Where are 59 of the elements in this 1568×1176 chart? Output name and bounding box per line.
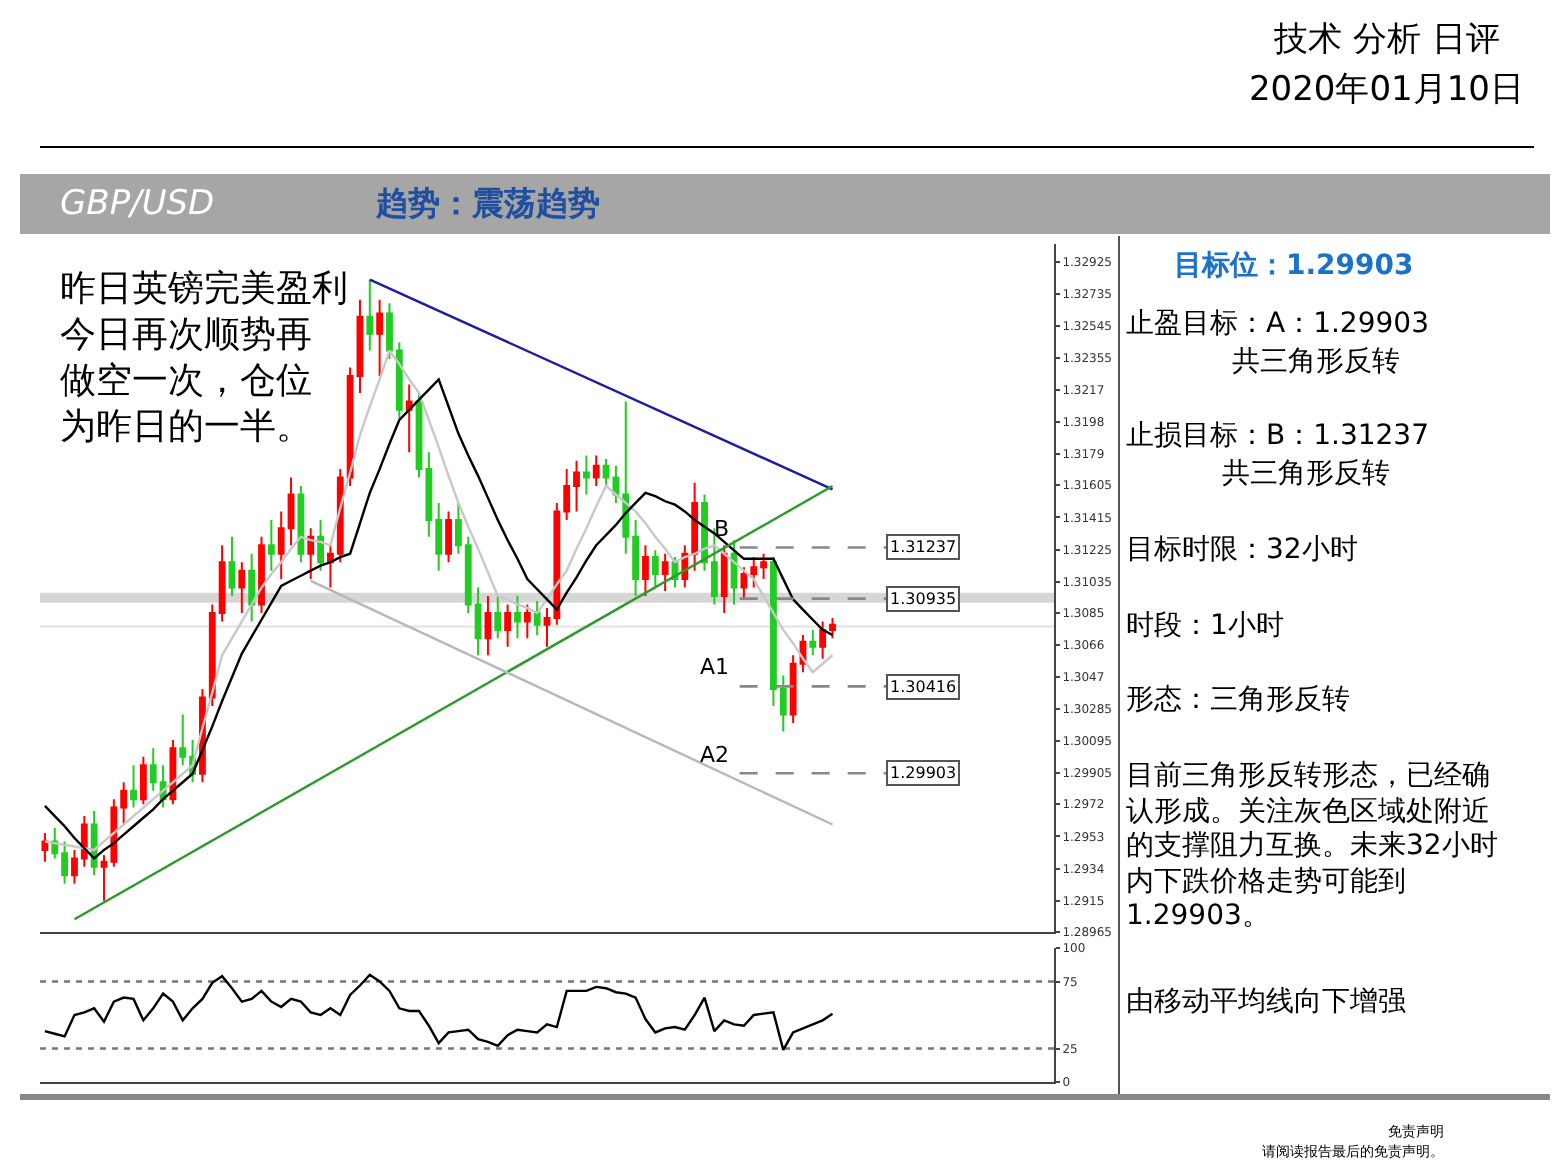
ref-line-label: A2 [700, 742, 730, 768]
candlestick [809, 628, 817, 657]
candlestick [297, 485, 305, 564]
text: 止损目标：B：1.31237 [1126, 418, 1429, 454]
candlestick [130, 764, 137, 809]
text: 1.31237 [890, 538, 957, 556]
candlestick [642, 544, 649, 598]
candlestick [592, 454, 600, 488]
candlestick [504, 603, 512, 648]
text: 1.30935 [890, 590, 957, 608]
text: 共三角形反转 [1232, 344, 1400, 380]
candlestick [720, 544, 728, 614]
ref-line-label: B [714, 516, 730, 542]
candlestick [307, 527, 315, 581]
text: 共三角形反转 [1222, 456, 1390, 492]
text: 2020年01月10日 [1248, 68, 1524, 112]
text: 内下跌价格走势可能到 [1126, 864, 1406, 900]
candlestick [139, 755, 147, 806]
text: 时段：1小时 [1126, 608, 1284, 644]
candlestick [651, 549, 659, 589]
text: 1.29903。 [1126, 898, 1270, 934]
candlestick [267, 518, 275, 572]
text: 1.29903 [890, 764, 957, 782]
candlestick [514, 595, 521, 640]
candlestick [238, 561, 246, 614]
text: 技术 分析 日评 [1274, 18, 1500, 62]
candlestick [494, 595, 502, 640]
candlestick [248, 552, 256, 623]
chart-title: GBP/USD [60, 184, 215, 224]
candlestick [661, 552, 669, 592]
ref-line-label: A1 [700, 654, 730, 680]
candlestick [317, 518, 324, 572]
text: 止盈目标：A：1.29903 [1126, 306, 1429, 342]
candlestick [602, 457, 610, 488]
text: 由移动平均线向下增强 [1126, 984, 1406, 1020]
text: 目标位：1.29903 [1174, 248, 1414, 284]
annotation: 今日再次顺势再 [60, 310, 312, 358]
chart-subtitle: 趋势：震荡趋势 [376, 184, 600, 226]
candlestick [445, 510, 452, 564]
annotation: 昨日英镑完美盈利 [60, 264, 348, 312]
text: 目前三角形反转形态，已经确 [1126, 758, 1490, 794]
candlestick [366, 278, 374, 352]
candlestick [582, 454, 590, 496]
annotation: 做空一次，仓位 [60, 356, 312, 404]
text: 目标时限：32小时 [1126, 532, 1358, 568]
candlestick [484, 595, 492, 657]
candlestick [376, 298, 384, 378]
text: 认形成。关注灰色区域处附近 [1126, 794, 1490, 830]
line-series [43, 973, 834, 1052]
text: 形态：三角形反转 [1126, 682, 1350, 718]
text: 1.30416 [890, 678, 957, 696]
annotation: 为昨日的一半。 [60, 402, 312, 450]
candlestick [258, 535, 265, 614]
text: 的支撑阻力互换。未来32小时 [1126, 828, 1498, 864]
candlestick [41, 831, 49, 863]
candlestick [523, 603, 531, 640]
candlestick [405, 383, 413, 454]
candlestick [533, 600, 541, 636]
candlestick [228, 535, 236, 598]
